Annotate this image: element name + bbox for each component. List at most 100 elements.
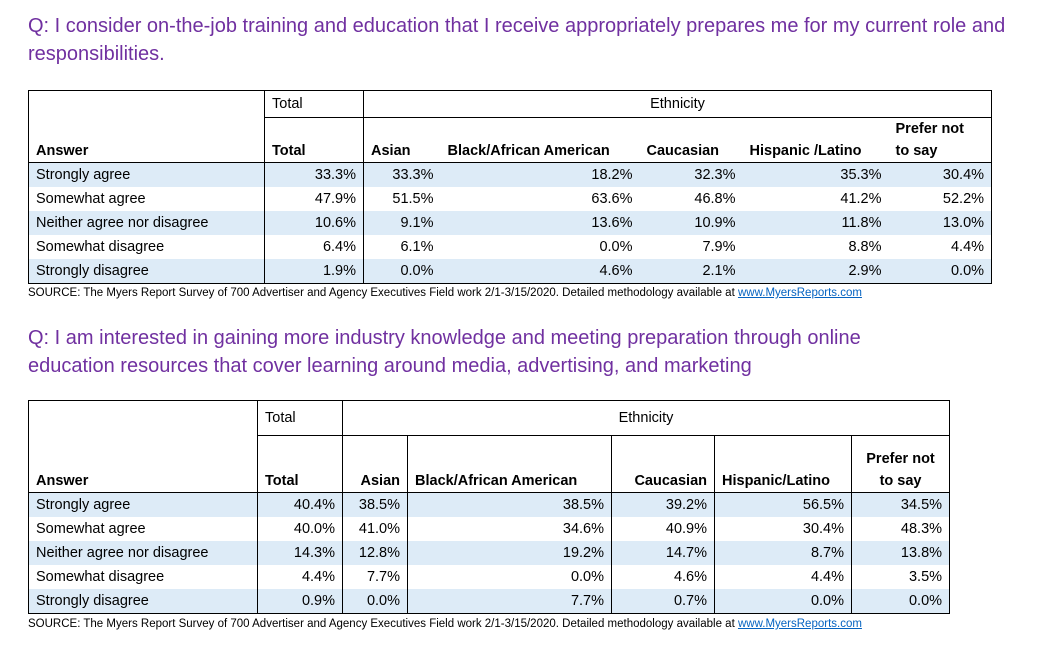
value-cell: 46.8% xyxy=(694,191,736,207)
value-cell: 40.0% xyxy=(257,517,343,541)
value-cell: 0.7% xyxy=(611,589,715,614)
value-cell: 18.2% xyxy=(440,162,640,187)
table-row: Somewhat agree 47.9% 51.5% 63.6% 46.8% 41.2% 5… xyxy=(28,187,993,211)
question-1-title: Q: I consider on-the-job training and ed… xyxy=(28,15,1006,65)
value-cell: 41.2% xyxy=(840,191,882,207)
value-cell: 9.1% xyxy=(363,211,441,235)
answer-cell: Strongly disagree xyxy=(28,259,265,284)
col-header-prefer-line2: to say xyxy=(879,473,922,489)
group-header-ethnicity: Ethnicity xyxy=(341,400,951,436)
answer-cell: Somewhat disagree xyxy=(28,565,258,589)
header-blank xyxy=(28,400,258,436)
value-cell: 52.2% xyxy=(888,187,993,211)
survey-1-body: Strongly agree 33.3% 33.3% 18.2% 32.3% 35.3% 3… xyxy=(28,162,993,284)
answer-cell: Somewhat agree xyxy=(28,187,265,211)
col-header-black: Black/African American xyxy=(407,435,612,493)
value-cell: 7.9% xyxy=(702,239,736,255)
value-cell: 0.0% xyxy=(850,589,951,614)
question-2-title: Q: I am interested in gaining more indus… xyxy=(28,327,861,377)
value-cell: 30.4% xyxy=(714,517,852,541)
value-cell: 0.0% xyxy=(888,259,993,284)
value-cell: 19.2% xyxy=(407,541,612,565)
value-cell: 0.0% xyxy=(407,565,612,589)
col-header-asian: Asian xyxy=(342,435,408,493)
value-cell: 13.6% xyxy=(440,211,640,235)
value-cell: 51.5% xyxy=(363,187,441,211)
col-header-prefer-line1: Prefer not xyxy=(866,451,935,467)
value-cell: 7.7% xyxy=(407,589,612,614)
value-cell: 0.9% xyxy=(257,589,343,614)
answer-cell: Neither agree nor disagree xyxy=(28,541,258,565)
table-row: Strongly disagree 1.9% 0.0% 4.6% 2.1% 2.9% 0.0… xyxy=(28,259,993,284)
value-cell: 0.0% xyxy=(363,259,441,284)
value-cell: 14.3% xyxy=(257,541,343,565)
col-header-hispanic: Hispanic /Latino xyxy=(749,143,862,159)
table-row: Somewhat disagree 4.4% 7.7% 0.0% 4.6% 4.4% 3.5… xyxy=(28,565,951,589)
value-cell: 41.0% xyxy=(342,517,408,541)
value-cell: 30.4% xyxy=(888,162,993,187)
value-cell: 8.7% xyxy=(714,541,852,565)
survey-2-body: Strongly agree 40.4% 38.5% 38.5% 39.2% 56.5% 3… xyxy=(28,492,951,614)
answer-cell: Neither agree nor disagree xyxy=(28,211,265,235)
value-cell: 34.5% xyxy=(850,492,951,517)
value-cell: 34.6% xyxy=(407,517,612,541)
col-header-black: Black/African American xyxy=(447,143,610,159)
col-header-total: Total xyxy=(257,435,343,493)
col-header-caucasian: Caucasian xyxy=(611,435,715,493)
answer-cell: Somewhat disagree xyxy=(28,235,265,259)
survey-2-table: Total Ethnicity Answer Total Asian Black… xyxy=(28,400,951,614)
col-header-prefer: Prefer not to say xyxy=(850,435,951,493)
value-cell: 13.0% xyxy=(888,211,993,235)
table-row: Neither agree nor disagree 10.6% 9.1% 13.6%… xyxy=(28,211,993,235)
value-cell: 12.8% xyxy=(342,541,408,565)
header-blank xyxy=(28,90,265,118)
value-cell: 4.4% xyxy=(257,565,343,589)
source-link-1[interactable]: www.MyersReports.com xyxy=(737,287,862,299)
col-header-hispanic: Hispanic/Latino xyxy=(714,435,852,493)
value-cell: 4.6% xyxy=(440,259,640,284)
value-cell: 2.9% xyxy=(742,259,889,284)
value-cell: 4.6% xyxy=(611,565,715,589)
group-header-total: Total xyxy=(264,90,364,118)
answer-cell: Strongly disagree xyxy=(28,589,258,614)
value-cell: 4.4% xyxy=(888,235,993,259)
value-cell: 0.0% xyxy=(599,239,633,255)
value-cell: 38.5% xyxy=(342,492,408,517)
value-cell: 2.1% xyxy=(639,259,743,284)
value-cell: 33.3% xyxy=(264,162,364,187)
table-row: Somewhat disagree 6.4% 6.1% 0.0% 7.9% 8.8% 4.4… xyxy=(28,235,993,259)
col-header-prefer-line1: Prefer not xyxy=(895,121,965,137)
col-header-answer: Answer xyxy=(28,117,265,163)
table-row: Strongly agree 40.4% 38.5% 38.5% 39.2% 56.5% 3… xyxy=(28,492,951,517)
value-cell: 35.3% xyxy=(742,162,889,187)
value-cell: 10.6% xyxy=(264,211,364,235)
value-cell: 56.5% xyxy=(714,492,852,517)
value-cell: 8.8% xyxy=(848,239,882,255)
col-header-prefer: Prefer not to say xyxy=(888,117,993,163)
source-note-1: SOURCE: The Myers Report Survey of 700 A… xyxy=(28,287,862,299)
value-cell: 0.0% xyxy=(714,589,852,614)
value-cell: 48.3% xyxy=(850,517,951,541)
source-link-2[interactable]: www.MyersReports.com xyxy=(737,618,862,630)
survey-1-table: Total Ethnicity Answer Total Asian Black… xyxy=(28,90,993,284)
value-cell: 10.9% xyxy=(639,211,743,235)
group-header-total: Total xyxy=(257,400,343,436)
value-cell: 40.9% xyxy=(611,517,715,541)
source-text-1: SOURCE: The Myers Report Survey of 700 A… xyxy=(28,287,738,299)
value-cell: 1.9% xyxy=(264,259,364,284)
col-header-total: Total xyxy=(264,117,364,163)
value-cell: 39.2% xyxy=(611,492,715,517)
table-row: Strongly agree 33.3% 33.3% 18.2% 32.3% 35.3% 3… xyxy=(28,162,993,187)
value-cell: 13.8% xyxy=(850,541,951,565)
table-row: Somewhat agree 40.0% 41.0% 34.6% 40.9% 30.4% 4… xyxy=(28,517,951,541)
value-cell: 0.0% xyxy=(342,589,408,614)
answer-cell: Strongly agree xyxy=(28,162,265,187)
value-cell: 6.4% xyxy=(264,235,364,259)
answer-cell: Strongly agree xyxy=(28,492,258,517)
value-cell: 11.8% xyxy=(742,211,889,235)
col-header-caucasian: Caucasian xyxy=(646,143,720,159)
value-cell: 3.5% xyxy=(850,565,951,589)
col-header-answer: Answer xyxy=(28,435,258,493)
value-cell: 38.5% xyxy=(407,492,612,517)
table-row: Neither agree nor disagree 14.3% 12.8% 19.2… xyxy=(28,541,951,565)
